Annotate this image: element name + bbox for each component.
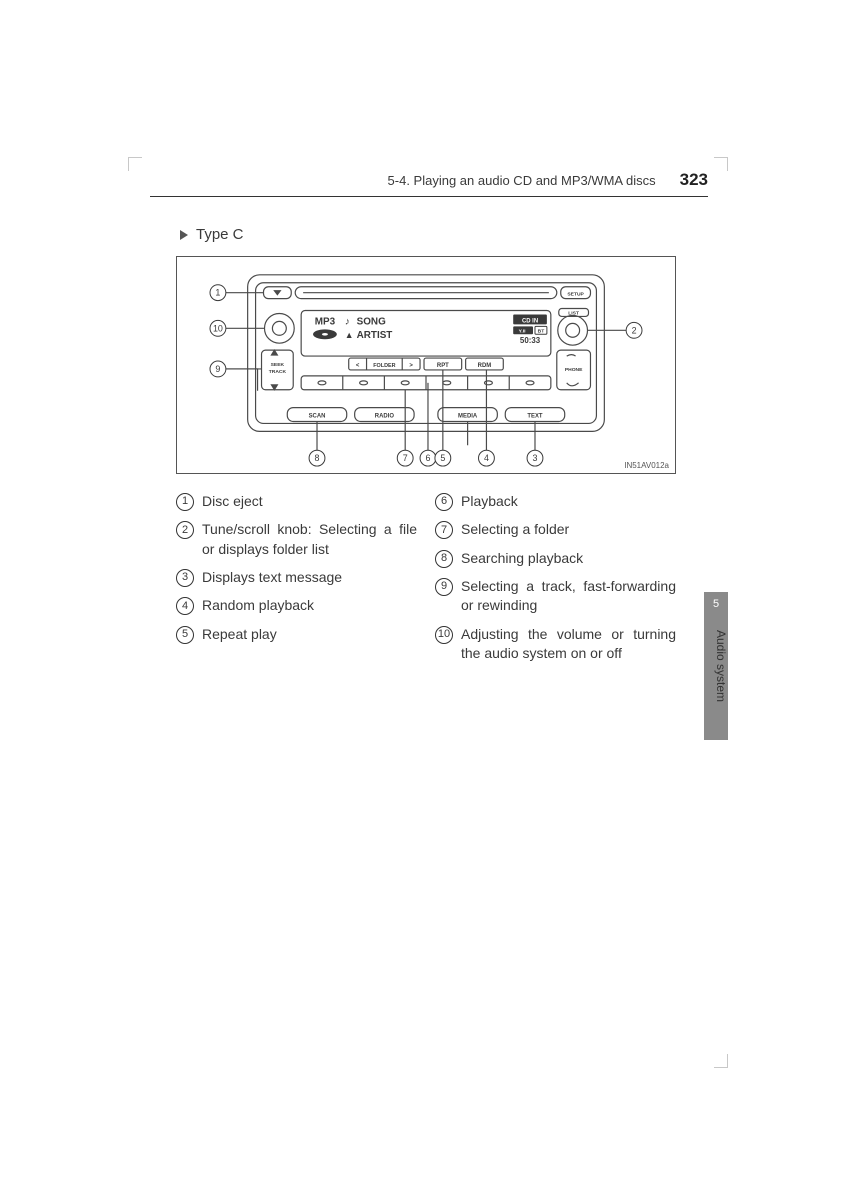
audio-diagram: SETUP LIST SEEK TRACK PHONE MP3 ♪ SONG ▲… (176, 256, 676, 474)
media-label: MEDIA (458, 414, 478, 420)
legend-text: Tune/scroll knob: Selecting a file or di… (202, 520, 417, 559)
callout-6: 6 (425, 453, 430, 463)
legend: 1 Disc eject 2 Tune/scroll knob: Selecting… (176, 492, 676, 672)
legend-text: Selecting a track, fast-forward­ing or r… (461, 577, 676, 616)
folder-left: < (356, 363, 360, 369)
bt-label: BT (538, 328, 545, 334)
legend-num: 9 (435, 578, 453, 596)
legend-num: 3 (176, 569, 194, 587)
legend-num: 2 (176, 521, 194, 539)
text-label: TEXT (527, 414, 543, 420)
image-id: IN51AV012a (624, 461, 669, 470)
crop-mark-icon (714, 1054, 728, 1068)
note-icon: ♪ (345, 316, 350, 327)
radio-label: RADIO (375, 414, 395, 420)
callout-3: 3 (533, 453, 538, 463)
legend-col-right: 6 Playback 7 Selecting a folder 8 Searching… (435, 492, 676, 672)
time-label: 50:33 (520, 336, 541, 345)
type-row: Type C (180, 226, 244, 243)
mp3-label: MP3 (315, 316, 336, 327)
audio-svg: SETUP LIST SEEK TRACK PHONE MP3 ♪ SONG ▲… (177, 257, 675, 473)
phone-label: PHONE (565, 367, 583, 373)
callout-2: 2 (632, 325, 637, 335)
callout-8: 8 (315, 453, 320, 463)
setup-label: SETUP (567, 292, 584, 298)
list-label: LIST (568, 310, 579, 316)
legend-text: Repeat play (202, 625, 417, 644)
callout-1: 1 (215, 288, 220, 298)
type-label: Type C (196, 226, 244, 243)
callout-9: 9 (215, 364, 220, 374)
scan-label: SCAN (309, 414, 326, 420)
artist-label: ARTIST (357, 330, 393, 341)
legend-num: 6 (435, 493, 453, 511)
legend-text: Searching playback (461, 549, 676, 568)
song-label: SONG (357, 316, 386, 327)
legend-num: 7 (435, 521, 453, 539)
callout-5: 5 (440, 453, 445, 463)
legend-item: 1 Disc eject (176, 492, 417, 511)
legend-item: 5 Repeat play (176, 625, 417, 644)
section-title: 5-4. Playing an audio CD and MP3/WMA dis… (388, 173, 656, 188)
legend-col-left: 1 Disc eject 2 Tune/scroll knob: Selecting… (176, 492, 417, 672)
signal-label: Y.II (519, 328, 526, 334)
cdin-label: CD IN (522, 318, 538, 324)
person-icon: ▲ (345, 330, 354, 340)
page-root: 5-4. Playing an audio CD and MP3/WMA dis… (0, 0, 848, 1200)
chapter-label: Audio system (708, 630, 728, 702)
legend-num: 5 (176, 626, 194, 644)
legend-text: Selecting a folder (461, 520, 676, 539)
legend-num: 1 (176, 493, 194, 511)
legend-text: Random playback (202, 596, 417, 615)
page-header: 5-4. Playing an audio CD and MP3/WMA dis… (150, 170, 708, 197)
legend-text: Playback (461, 492, 676, 511)
legend-num: 8 (435, 550, 453, 568)
legend-item: 4 Random playback (176, 596, 417, 615)
callout-4: 4 (484, 453, 489, 463)
legend-item: 7 Selecting a folder (435, 520, 676, 539)
legend-num: 10 (435, 626, 453, 644)
callout-10: 10 (213, 323, 223, 333)
crop-mark-icon (714, 157, 728, 171)
legend-item: 2 Tune/scroll knob: Selecting a file or d… (176, 520, 417, 559)
folder-right: > (409, 363, 413, 369)
legend-item: 9 Selecting a track, fast-forward­ing or … (435, 577, 676, 616)
callout-7: 7 (403, 453, 408, 463)
legend-text: Disc eject (202, 492, 417, 511)
seek-label: SEEK (271, 362, 285, 368)
folder-label: FOLDER (373, 363, 395, 369)
track-label: TRACK (269, 369, 287, 375)
legend-item: 8 Searching playback (435, 549, 676, 568)
legend-item: 10 Adjusting the volume or turn­ing the a… (435, 625, 676, 664)
triangle-icon (180, 230, 188, 240)
legend-text: Displays text message (202, 568, 417, 587)
rdm-label: RDM (478, 363, 492, 369)
legend-text: Adjusting the volume or turn­ing the aud… (461, 625, 676, 664)
crop-mark-icon (128, 157, 142, 171)
rpt-label: RPT (437, 363, 449, 369)
legend-item: 6 Playback (435, 492, 676, 511)
page-number: 323 (680, 170, 708, 190)
legend-item: 3 Displays text message (176, 568, 417, 587)
legend-num: 4 (176, 597, 194, 615)
chapter-number: 5 (704, 598, 728, 610)
